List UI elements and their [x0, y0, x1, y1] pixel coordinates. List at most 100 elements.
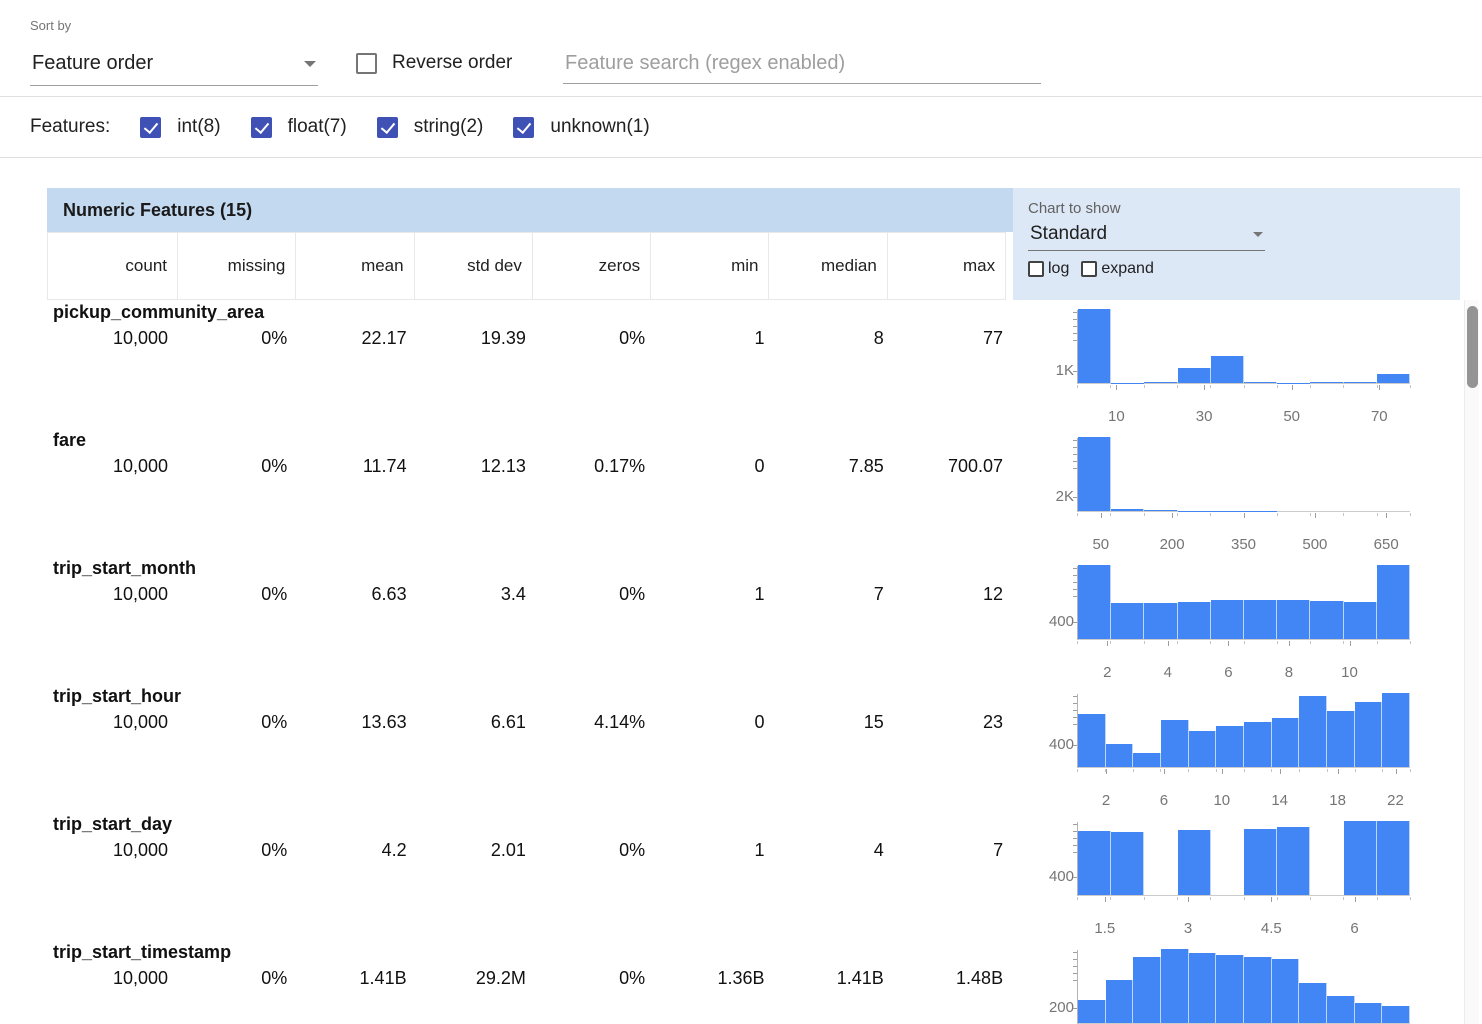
histogram-trip_start_month: 400 2 4 6 8 10: [1032, 556, 1460, 684]
x-axis-tick-label: 4.5: [1260, 920, 1282, 937]
x-axis-minor-tick: [1382, 769, 1384, 772]
histogram-bar: [1105, 980, 1134, 1023]
x-axis-tick-label: 18: [1329, 792, 1346, 809]
vertical-scrollbar[interactable]: [1464, 300, 1479, 1024]
checkbox-icon: [250, 116, 272, 138]
y-axis-tick: [1073, 622, 1077, 624]
feature-name: trip_start_day: [53, 814, 173, 834]
x-axis-tick-label: 500: [1302, 536, 1328, 553]
x-axis-tick: [1279, 769, 1281, 774]
x-axis-minor-tick: [1310, 641, 1312, 644]
stat-max: 23: [983, 712, 1004, 732]
stat-zeros: 4.14%: [594, 712, 646, 732]
histogram-bar: [1210, 355, 1245, 383]
y-axis-tick: [1073, 838, 1077, 839]
feature-filter-unknown-label: unknown(1): [550, 116, 650, 137]
y-axis-tick: [1073, 461, 1077, 462]
x-axis-tick-label: 6: [1350, 920, 1359, 937]
feature-stats-row: 10,000 0% 11.74 12.13 0.17% 0 7.85 700.07: [47, 456, 1013, 477]
y-axis-tick: [1073, 326, 1077, 327]
y-axis-tick: [1073, 877, 1077, 879]
expand-checkbox[interactable]: expand: [1081, 260, 1154, 278]
x-axis-minor-tick: [1143, 641, 1145, 644]
y-axis-tick: [1073, 845, 1077, 846]
feature-row: trip_start_timestamp 10,000 0% 1.41B 29.2M 0%…: [47, 940, 1460, 1024]
x-axis-minor-tick: [1326, 769, 1328, 772]
histogram-bar: [1376, 821, 1411, 895]
checkbox-icon: [376, 116, 398, 138]
histogram-bar: [1144, 381, 1178, 383]
log-label: log: [1048, 260, 1070, 277]
sort-by-value: Feature order: [32, 52, 154, 74]
feature-filter-unknown[interactable]: unknown(1): [513, 116, 650, 138]
histogram-bar: [1271, 959, 1300, 1023]
y-axis-tick: [1073, 966, 1077, 967]
feature-name: trip_start_timestamp: [53, 942, 232, 962]
histogram-bar: [1271, 717, 1300, 767]
column-header-max: max: [886, 232, 1007, 300]
sort-by-select[interactable]: Feature order: [30, 48, 318, 86]
histogram-fare: 2K 50 200 350 500 650: [1032, 428, 1460, 556]
y-axis-tick: [1073, 710, 1077, 711]
x-axis-minor-tick: [1215, 769, 1217, 772]
x-axis-minor-tick: [1110, 641, 1112, 644]
histogram-bar: [1376, 565, 1411, 639]
chart-type-select[interactable]: Standard: [1028, 217, 1265, 251]
y-axis-tick-label: 400: [1048, 868, 1074, 886]
stat-std_dev: 29.2M: [475, 968, 526, 988]
stat-min: 0: [754, 712, 765, 732]
stat-count: 10,000: [112, 456, 168, 476]
x-axis-minor-tick: [1210, 641, 1212, 644]
x-axis-minor-tick: [1310, 513, 1312, 516]
x-axis-tick: [1288, 641, 1290, 646]
stat-min: 1: [754, 328, 765, 348]
x-axis-tick-label: 10: [1341, 664, 1358, 681]
x-axis-tick-label: 6: [1224, 664, 1233, 681]
stat-mean: 13.63: [361, 712, 407, 732]
histogram-bar: [1078, 999, 1106, 1023]
x-axis-tick: [1106, 769, 1107, 774]
x-axis-minor-tick: [1343, 385, 1345, 388]
histogram-bar: [1177, 601, 1211, 639]
histogram-bar: [1244, 600, 1278, 639]
histogram-bar: [1299, 982, 1328, 1023]
histogram-bar: [1343, 602, 1377, 639]
stat-zeros: 0.17%: [594, 456, 646, 476]
feature-stats-row: 10,000 0% 4.2 2.01 0% 1 4 7: [47, 840, 1013, 861]
x-axis-tick: [1395, 769, 1397, 774]
stat-count: 10,000: [112, 712, 168, 732]
chevron-down-icon: [1253, 231, 1263, 237]
x-axis-minor-tick: [1376, 897, 1378, 900]
x-axis-tick: [1349, 641, 1351, 646]
x-axis-tick: [1204, 385, 1206, 390]
histogram-bar: [1244, 828, 1278, 895]
stat-max: 1.48B: [956, 968, 1004, 988]
y-axis-tick: [1073, 745, 1077, 747]
feature-filter-int[interactable]: int(8): [140, 116, 221, 138]
feature-filter-float[interactable]: float(7): [250, 116, 347, 138]
reverse-order-checkbox[interactable]: Reverse order: [356, 52, 512, 74]
x-axis-tick: [1172, 513, 1174, 518]
feature-stats-row: 10,000 0% 6.63 3.4 0% 1 7 12: [47, 584, 1013, 605]
histogram-bar: [1144, 603, 1178, 639]
feature-row: pickup_community_area 10,000 0% 22.17 19.39 0…: [47, 300, 1460, 428]
histogram-bar: [1376, 373, 1411, 383]
feature-search-input[interactable]: [563, 44, 1041, 84]
x-axis-tick: [1163, 769, 1165, 774]
histogram-bar: [1382, 693, 1411, 767]
x-axis-minor-tick: [1210, 385, 1212, 388]
histogram-bar: [1177, 829, 1211, 895]
stat-mean: 6.63: [371, 584, 407, 604]
stat-mean: 11.74: [362, 456, 407, 476]
x-axis-tick-label: 2: [1101, 792, 1111, 809]
x-axis-minor-tick: [1243, 641, 1245, 644]
reverse-order-label: Reverse order: [392, 52, 513, 73]
x-axis-minor-tick: [1376, 385, 1378, 388]
log-checkbox[interactable]: log: [1028, 260, 1069, 278]
x-axis-tick-label: 3: [1183, 920, 1193, 937]
feature-filter-string[interactable]: string(2): [376, 116, 483, 138]
stat-count: 10,000: [112, 840, 168, 860]
x-axis-minor-tick: [1410, 897, 1411, 900]
x-axis-minor-tick: [1210, 897, 1212, 900]
scrollbar-thumb[interactable]: [1467, 306, 1478, 388]
